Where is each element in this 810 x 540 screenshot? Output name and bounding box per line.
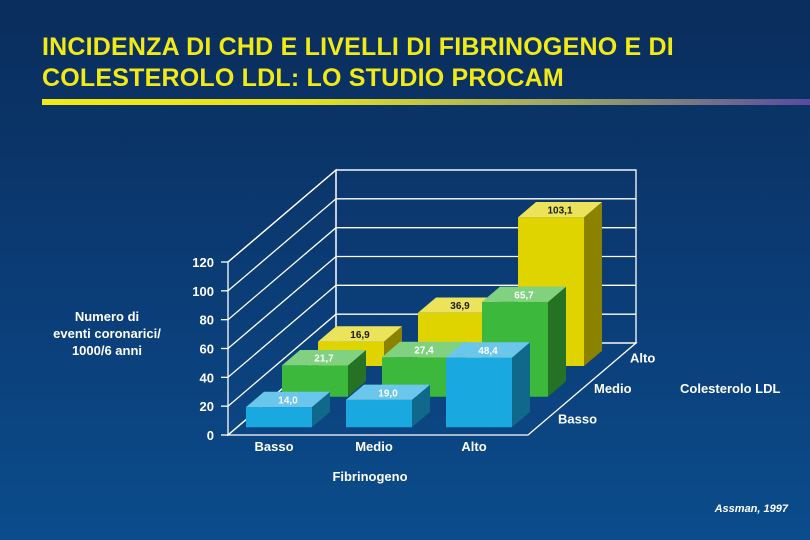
bar [346, 399, 412, 428]
bar-top [346, 384, 430, 400]
y-tick-label: 80 [200, 313, 214, 328]
depth-tick-label: Basso [558, 412, 597, 427]
x-axis-label: Fibrinogeno [332, 469, 407, 484]
bar-side [512, 342, 530, 428]
depth-tick-label: Alto [630, 350, 655, 365]
bar-top [282, 350, 366, 366]
gridline [227, 198, 636, 292]
citation: Assman, 1997 [714, 503, 788, 515]
data-label: 14,0 [278, 395, 298, 406]
gridline [227, 169, 636, 263]
y-axis-label-line-3: 1000/6 anni [71, 343, 143, 358]
bar [282, 365, 348, 397]
y-tick-label: 60 [200, 342, 214, 357]
bar-side [412, 384, 430, 428]
y-axis-label-line-1: Numero di [74, 309, 140, 324]
bar-side [348, 350, 366, 397]
title-underline [42, 99, 810, 105]
data-label: 65,7 [514, 290, 534, 301]
bar [246, 407, 312, 428]
bar-top [246, 391, 330, 408]
x-tick-label: Basso [254, 439, 293, 454]
x-tick-label: Alto [461, 439, 486, 454]
y-tick-label: 0 [207, 428, 214, 443]
bar-top [518, 202, 602, 218]
data-label: 19,0 [378, 388, 398, 399]
data-label: 16,9 [350, 330, 370, 341]
depth-axis-label: Colesterolo LDL [680, 381, 780, 396]
bar-top [446, 342, 530, 358]
bar [446, 357, 512, 428]
y-tick-label: 40 [200, 370, 214, 385]
y-tick-label: 20 [200, 399, 214, 414]
data-label: 21,7 [314, 354, 334, 365]
depth-tick-label: Medio [594, 381, 632, 396]
bar-side [584, 202, 602, 366]
bar-top [382, 341, 466, 358]
y-tick-label: 120 [192, 255, 214, 270]
bar-top [482, 286, 566, 302]
bar-top [318, 326, 402, 342]
bar-top [418, 297, 502, 313]
bar-side [312, 391, 330, 428]
title-line-2: COLESTEROLO LDL: LO STUDIO PROCAM [42, 64, 564, 92]
y-axis-label-line-2: eventi coronarici/ [53, 326, 161, 341]
bar-side [548, 286, 566, 397]
chart-title: INCIDENZA DI CHD E LIVELLI DI FIBRINOGEN… [42, 32, 782, 94]
y-tick-label: 100 [192, 284, 214, 299]
data-label: 48,4 [478, 346, 498, 357]
data-label: 103,1 [547, 206, 572, 217]
data-label: 27,4 [414, 345, 434, 356]
y-axis-label: Numero di eventi coronarici/ 1000/6 anni [32, 308, 182, 359]
x-tick-label: Medio [355, 439, 393, 454]
data-label: 36,9 [450, 301, 470, 312]
title-line-1: INCIDENZA DI CHD E LIVELLI DI FIBRINOGEN… [42, 33, 674, 61]
